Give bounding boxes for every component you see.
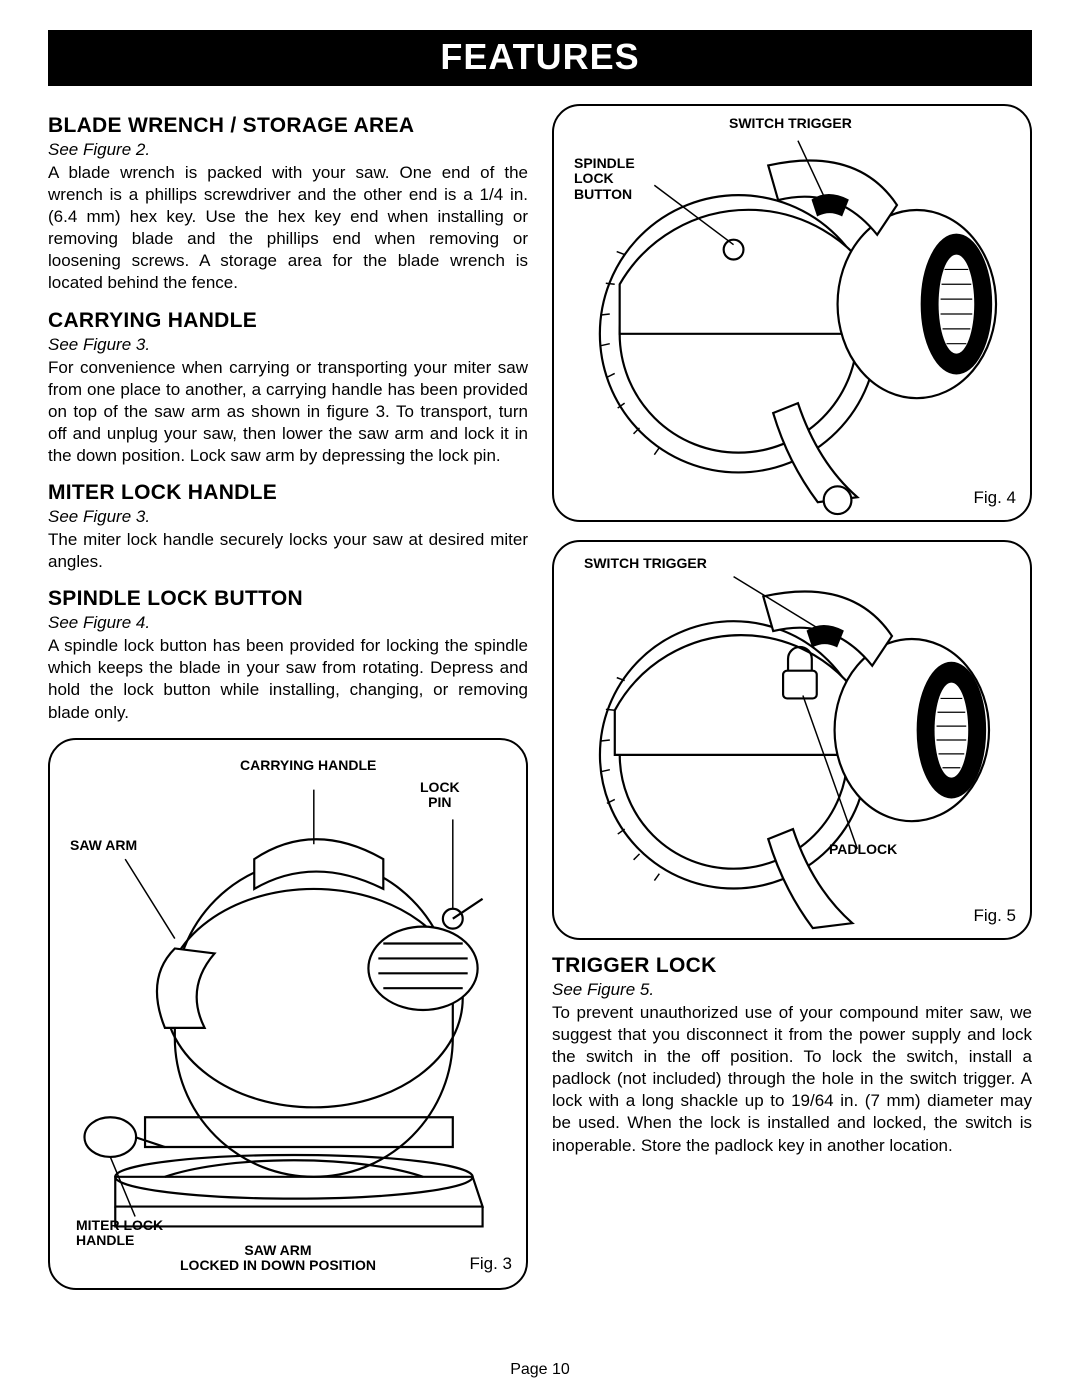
figure-number: Fig. 3	[469, 1254, 512, 1274]
figure-number: Fig. 5	[973, 906, 1016, 926]
figure-5: SWITCH TRIGGER PADLOCK Fig. 5	[552, 540, 1032, 940]
callout-miter-lock-handle: MITER LOCK HANDLE	[76, 1218, 163, 1249]
figure-number: Fig. 4	[973, 488, 1016, 508]
callout-switch-trigger: SWITCH TRIGGER	[584, 556, 707, 571]
see-figure-ref: See Figure 5.	[552, 980, 1032, 1000]
section-title: TRIGGER LOCK	[552, 954, 1032, 978]
see-figure-ref: See Figure 3.	[48, 507, 528, 527]
section-banner: FEATURES	[48, 30, 1032, 86]
body-text: A spindle lock button has been provided …	[48, 635, 528, 723]
page-number: Page 10	[0, 1361, 1080, 1379]
body-text: To prevent unauthorized use of your comp…	[552, 1002, 1032, 1157]
body-text: A blade wrench is packed with your saw. …	[48, 162, 528, 295]
body-text: For convenience when carrying or transpo…	[48, 357, 528, 467]
body-text: The miter lock handle securely locks you…	[48, 529, 528, 573]
two-column-layout: BLADE WRENCH / STORAGE AREA See Figure 2…	[48, 104, 1032, 1290]
figure-3: CARRYING HANDLE LOCK PIN SAW ARM MITER L…	[48, 738, 528, 1290]
right-column: SWITCH TRIGGER SPINDLE LOCK BUTTON Fig. …	[552, 104, 1032, 1290]
manual-page: FEATURES BLADE WRENCH / STORAGE AREA See…	[0, 0, 1080, 1397]
section-title: MITER LOCK HANDLE	[48, 481, 528, 505]
see-figure-ref: See Figure 4.	[48, 613, 528, 633]
callout-saw-arm-locked: SAW ARM LOCKED IN DOWN POSITION	[180, 1243, 376, 1274]
section-title: CARRYING HANDLE	[48, 309, 528, 333]
callout-switch-trigger: SWITCH TRIGGER	[729, 116, 852, 131]
figure-4: SWITCH TRIGGER SPINDLE LOCK BUTTON Fig. …	[552, 104, 1032, 522]
section-title: SPINDLE LOCK BUTTON	[48, 587, 528, 611]
callout-lock-pin: LOCK PIN	[420, 780, 460, 811]
callout-saw-arm: SAW ARM	[70, 838, 137, 853]
see-figure-ref: See Figure 3.	[48, 335, 528, 355]
callout-carrying-handle: CARRYING HANDLE	[240, 758, 376, 773]
callout-spindle-lock-button: SPINDLE LOCK BUTTON	[574, 156, 635, 202]
saw-head-illustration-5	[554, 542, 1030, 938]
left-column: BLADE WRENCH / STORAGE AREA See Figure 2…	[48, 104, 528, 1290]
miter-saw-illustration	[50, 740, 526, 1288]
see-figure-ref: See Figure 2.	[48, 140, 528, 160]
section-title: BLADE WRENCH / STORAGE AREA	[48, 114, 528, 138]
callout-padlock: PADLOCK	[829, 842, 897, 857]
